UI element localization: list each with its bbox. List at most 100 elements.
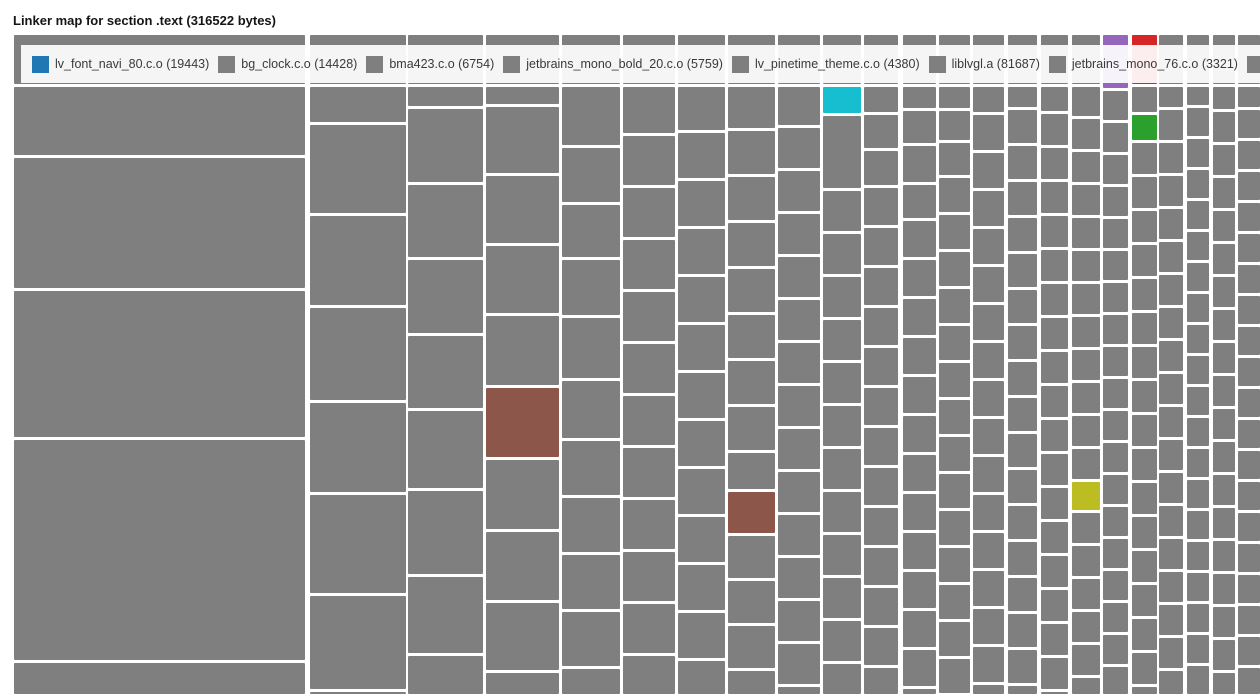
treemap-cell[interactable]	[1041, 556, 1068, 587]
treemap-cell[interactable]	[973, 533, 1004, 568]
treemap-cell[interactable]	[562, 555, 620, 609]
treemap-cell[interactable]	[778, 300, 820, 340]
treemap-cell[interactable]	[562, 87, 620, 145]
treemap-cell[interactable]	[1213, 508, 1235, 538]
treemap-cell[interactable]	[486, 246, 559, 313]
treemap-cell[interactable]	[1008, 254, 1037, 287]
treemap-cell[interactable]	[1103, 379, 1128, 408]
treemap-cell[interactable]	[1008, 578, 1037, 611]
treemap-cell[interactable]	[1072, 612, 1100, 642]
treemap-cell[interactable]	[973, 305, 1004, 340]
treemap-cell[interactable]	[1103, 123, 1128, 152]
treemap-cell[interactable]	[1238, 544, 1260, 572]
treemap-cell[interactable]	[864, 588, 898, 625]
treemap-cell[interactable]	[939, 143, 970, 175]
treemap-cell[interactable]	[1238, 606, 1260, 634]
treemap-cell[interactable]	[1041, 386, 1068, 417]
treemap-cell[interactable]	[1159, 110, 1183, 140]
treemap-cell[interactable]	[1008, 218, 1037, 251]
treemap-cell[interactable]	[1238, 513, 1260, 541]
treemap-cell[interactable]	[1187, 666, 1209, 694]
treemap-cell[interactable]	[1238, 327, 1260, 355]
treemap-cell[interactable]	[1159, 440, 1183, 470]
treemap-cell[interactable]	[1103, 283, 1128, 312]
treemap-cell[interactable]	[1187, 232, 1209, 260]
treemap-cell[interactable]	[778, 472, 820, 512]
treemap-cell[interactable]	[1159, 506, 1183, 536]
treemap-cell[interactable]	[939, 215, 970, 249]
treemap-cell[interactable]	[1213, 310, 1235, 340]
treemap-cell[interactable]	[1041, 522, 1068, 553]
treemap-cell[interactable]	[823, 535, 861, 575]
treemap-cell[interactable]	[562, 669, 620, 694]
treemap-cell[interactable]	[1072, 218, 1100, 248]
treemap-cell[interactable]	[1187, 201, 1209, 229]
treemap-cell[interactable]	[823, 191, 861, 231]
treemap-cell[interactable]	[1132, 279, 1157, 310]
treemap-cell[interactable]	[14, 87, 305, 155]
treemap-cell[interactable]	[903, 111, 936, 143]
treemap-cell[interactable]	[1159, 671, 1183, 694]
treemap-cell[interactable]	[678, 613, 725, 658]
treemap-cell[interactable]	[728, 407, 775, 450]
treemap-cell[interactable]	[1132, 245, 1157, 276]
treemap-cell[interactable]	[728, 361, 775, 404]
treemap-cell-brown[interactable]	[728, 492, 775, 533]
treemap-cell[interactable]	[939, 437, 970, 471]
treemap-cell[interactable]	[778, 87, 820, 125]
treemap-cell[interactable]	[1213, 178, 1235, 208]
treemap-cell[interactable]	[1008, 110, 1037, 143]
treemap-cell[interactable]	[310, 308, 406, 400]
treemap-cell[interactable]	[623, 604, 675, 653]
treemap-cell[interactable]	[14, 663, 305, 694]
treemap-cell[interactable]	[903, 146, 936, 182]
treemap-cell[interactable]	[1132, 143, 1157, 174]
treemap-cell[interactable]	[1132, 653, 1157, 684]
treemap-cell[interactable]	[1238, 141, 1260, 169]
treemap-cell[interactable]	[939, 548, 970, 582]
treemap-cell[interactable]	[678, 87, 725, 130]
treemap-cell[interactable]	[1187, 108, 1209, 136]
treemap-cell[interactable]	[973, 647, 1004, 682]
treemap-cell[interactable]	[1238, 203, 1260, 231]
treemap-cell[interactable]	[728, 269, 775, 312]
treemap-cell[interactable]	[1072, 284, 1100, 314]
treemap-cell[interactable]	[728, 315, 775, 358]
legend-item[interactable]: liblvgl.a (81687)	[928, 55, 1040, 73]
treemap-cell[interactable]	[1072, 579, 1100, 609]
treemap-cell[interactable]	[678, 661, 725, 694]
treemap-cell[interactable]	[1159, 308, 1183, 338]
treemap-cell[interactable]	[1132, 585, 1157, 616]
treemap-cell[interactable]	[903, 185, 936, 218]
treemap-cell[interactable]	[1072, 119, 1100, 149]
treemap-cell[interactable]	[408, 491, 483, 574]
treemap-cell[interactable]	[778, 257, 820, 297]
treemap-cell[interactable]	[903, 611, 936, 647]
treemap-cell[interactable]	[678, 469, 725, 514]
treemap-cell[interactable]	[408, 185, 483, 257]
treemap-cell[interactable]	[623, 552, 675, 601]
treemap-cell[interactable]	[562, 498, 620, 552]
treemap-cell[interactable]	[14, 440, 305, 660]
treemap-cell[interactable]	[1008, 650, 1037, 683]
treemap-cell[interactable]	[678, 133, 725, 178]
treemap-cell[interactable]	[903, 416, 936, 452]
treemap-cell[interactable]	[1072, 87, 1100, 116]
treemap-cell[interactable]	[903, 338, 936, 374]
treemap-cell[interactable]	[728, 453, 775, 489]
treemap-cell[interactable]	[1187, 294, 1209, 322]
treemap-cell[interactable]	[486, 532, 559, 600]
treemap-cell[interactable]	[1008, 506, 1037, 539]
treemap-cell[interactable]	[1041, 692, 1068, 694]
treemap-cell[interactable]	[973, 267, 1004, 302]
treemap-cell[interactable]	[939, 363, 970, 397]
treemap-cell[interactable]	[1238, 234, 1260, 262]
treemap-cell[interactable]	[1041, 454, 1068, 485]
treemap-cell[interactable]	[903, 455, 936, 491]
treemap-cell[interactable]	[1132, 449, 1157, 480]
treemap-cell[interactable]	[1041, 420, 1068, 451]
treemap-cell[interactable]	[973, 685, 1004, 694]
treemap-cell[interactable]	[1072, 513, 1100, 543]
treemap-cell[interactable]	[1213, 640, 1235, 670]
treemap-cell[interactable]	[1041, 284, 1068, 315]
